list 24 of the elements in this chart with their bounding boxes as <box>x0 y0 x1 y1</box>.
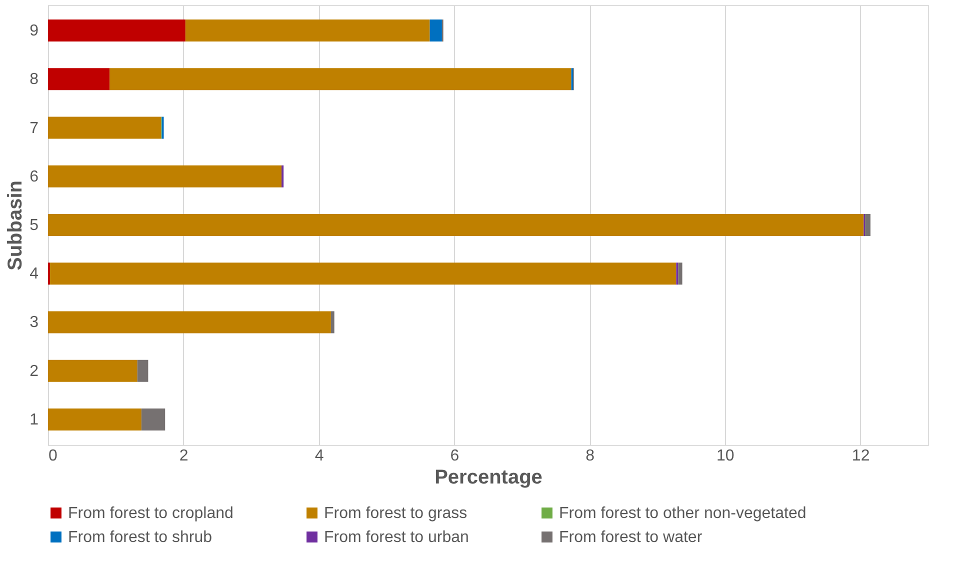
x-tick-label: 2 <box>179 448 188 464</box>
x-axis-title: Percentage <box>434 466 542 488</box>
y-tick-label: 4 <box>30 266 39 283</box>
x-tick-label: 0 <box>48 448 58 464</box>
y-tick-label: 8 <box>30 71 39 88</box>
legend-label: From forest to cropland <box>68 505 234 522</box>
y-tick-label: 6 <box>30 168 39 186</box>
legend-label: From forest to urban <box>324 529 469 546</box>
legend-label: From forest to other non-vegetated <box>559 505 806 522</box>
y-tick-label: 5 <box>30 217 39 234</box>
y-tick-label: 1 <box>30 411 39 428</box>
x-tick-label: 6 <box>450 448 460 464</box>
y-axis-title: Subbasin <box>4 180 27 271</box>
x-tick-label: 4 <box>314 448 324 464</box>
legend-label: From forest to water <box>559 529 703 546</box>
y-tick-label: 7 <box>30 120 39 137</box>
y-tick-label: 2 <box>30 362 39 380</box>
legend-label: From forest to grass <box>324 505 468 522</box>
legend-label: From forest to shrub <box>68 529 212 546</box>
y-tick-label: 9 <box>30 22 39 40</box>
x-tick-label: 12 <box>852 448 870 464</box>
x-tick-label: 8 <box>586 448 595 464</box>
y-tick-label: 3 <box>30 314 39 332</box>
x-tick-label: 10 <box>716 448 734 464</box>
